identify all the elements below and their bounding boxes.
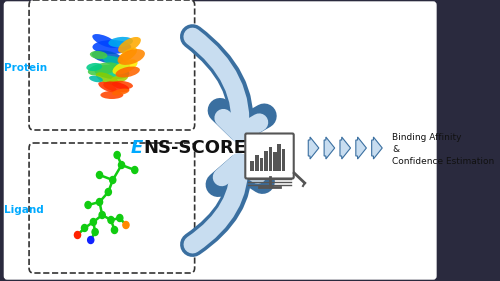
FancyBboxPatch shape xyxy=(4,2,436,279)
Bar xyxy=(260,158,264,171)
Circle shape xyxy=(118,162,124,169)
Ellipse shape xyxy=(92,50,123,64)
Circle shape xyxy=(123,221,129,228)
Circle shape xyxy=(96,198,102,205)
Circle shape xyxy=(99,212,105,219)
Circle shape xyxy=(116,214,123,221)
Circle shape xyxy=(74,232,80,239)
FancyBboxPatch shape xyxy=(246,133,294,178)
Circle shape xyxy=(114,151,120,158)
Text: &: & xyxy=(392,146,399,155)
Ellipse shape xyxy=(96,72,119,86)
Ellipse shape xyxy=(92,34,118,48)
Bar xyxy=(264,151,268,171)
Circle shape xyxy=(108,216,114,223)
FancyArrow shape xyxy=(340,137,350,159)
FancyArrowPatch shape xyxy=(192,166,262,244)
Text: NS-SCORE: NS-SCORE xyxy=(144,139,246,157)
Bar xyxy=(278,144,281,171)
Bar xyxy=(282,149,286,171)
Text: Confidence Estimation: Confidence Estimation xyxy=(392,157,494,167)
Ellipse shape xyxy=(102,56,130,68)
Ellipse shape xyxy=(98,82,116,92)
Ellipse shape xyxy=(89,76,103,82)
FancyArrow shape xyxy=(372,137,382,159)
Bar xyxy=(250,161,254,171)
Ellipse shape xyxy=(118,37,141,53)
Bar xyxy=(273,152,276,171)
Ellipse shape xyxy=(118,47,137,62)
Ellipse shape xyxy=(116,67,140,78)
Circle shape xyxy=(110,176,116,183)
Ellipse shape xyxy=(112,89,130,96)
Text: Binding Affinity: Binding Affinity xyxy=(392,133,462,142)
Ellipse shape xyxy=(112,81,133,89)
Bar xyxy=(256,155,259,171)
FancyArrowPatch shape xyxy=(192,162,258,244)
Ellipse shape xyxy=(103,81,130,92)
FancyBboxPatch shape xyxy=(29,0,194,130)
Ellipse shape xyxy=(110,74,128,84)
Circle shape xyxy=(105,189,112,196)
Bar xyxy=(268,147,272,171)
FancyArrow shape xyxy=(324,137,334,159)
Circle shape xyxy=(85,201,91,209)
Circle shape xyxy=(96,171,102,178)
FancyArrowPatch shape xyxy=(192,37,264,130)
Circle shape xyxy=(132,167,138,173)
Text: E: E xyxy=(130,139,142,157)
Ellipse shape xyxy=(94,65,130,79)
Ellipse shape xyxy=(118,49,145,65)
Ellipse shape xyxy=(90,51,108,59)
FancyArrowPatch shape xyxy=(192,37,259,134)
Text: Ligand: Ligand xyxy=(4,205,44,215)
FancyArrow shape xyxy=(356,137,366,159)
Text: Protein: Protein xyxy=(4,63,48,73)
Circle shape xyxy=(82,225,87,232)
Ellipse shape xyxy=(100,91,124,99)
Circle shape xyxy=(92,228,98,235)
Ellipse shape xyxy=(92,40,131,54)
FancyArrow shape xyxy=(308,137,319,159)
Ellipse shape xyxy=(112,59,138,75)
Circle shape xyxy=(90,219,96,225)
Ellipse shape xyxy=(88,62,118,76)
Ellipse shape xyxy=(108,37,133,47)
Ellipse shape xyxy=(86,63,102,71)
FancyBboxPatch shape xyxy=(29,143,194,273)
Circle shape xyxy=(112,226,117,234)
Circle shape xyxy=(88,237,94,244)
